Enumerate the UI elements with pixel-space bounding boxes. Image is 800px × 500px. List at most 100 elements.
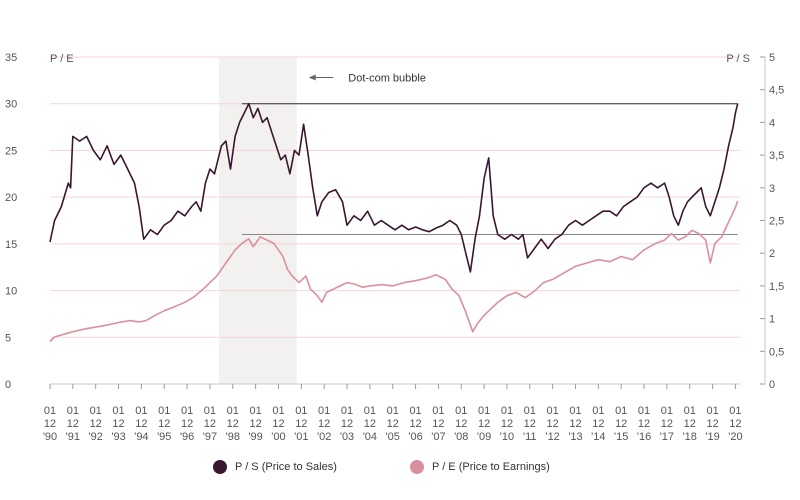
x-tick-label: '07 <box>431 431 445 443</box>
x-tick-label: '99 <box>248 431 262 443</box>
x-tick-label: 01 <box>112 405 124 417</box>
x-tick-label: 12 <box>318 418 330 430</box>
y-right-tick-label: 4,5 <box>769 85 784 97</box>
legend-item-ps: P / S (Price to Sales) <box>213 460 337 474</box>
shaded-period-layer <box>219 57 297 384</box>
series-line-ps <box>49 102 739 273</box>
x-tick-label: '08 <box>454 431 468 443</box>
x-tick-label: '96 <box>180 431 194 443</box>
x-tick-label: '16 <box>637 431 651 443</box>
x-tick-label: '97 <box>203 431 217 443</box>
x-tick-label: '90 <box>43 431 57 443</box>
y-left-tick-label: 5 <box>5 332 11 344</box>
x-tick-label: 12 <box>272 418 284 430</box>
legend-item-pe: P / E (Price to Earnings) <box>410 460 550 474</box>
x-tick-label: 01 <box>706 405 718 417</box>
right-axis-title: P / S <box>726 53 750 65</box>
axes: 0510152025303500,511,522,533,544,550112'… <box>5 52 784 443</box>
x-tick-label: 01 <box>295 405 307 417</box>
x-tick-label: 12 <box>501 418 513 430</box>
x-tick-label: 12 <box>90 418 102 430</box>
x-tick-label: 01 <box>638 405 650 417</box>
x-tick-label: 01 <box>615 405 627 417</box>
x-tick-label: 01 <box>341 405 353 417</box>
x-tick-label: '95 <box>157 431 171 443</box>
x-tick-label: 01 <box>318 405 330 417</box>
y-right-tick-label: 1 <box>769 314 775 326</box>
x-tick-label: 01 <box>364 405 376 417</box>
x-tick-label: '98 <box>226 431 240 443</box>
x-tick-label: 01 <box>684 405 696 417</box>
x-tick-label: 01 <box>729 405 741 417</box>
x-tick-label: 12 <box>592 418 604 430</box>
x-tick-label: 01 <box>181 405 193 417</box>
x-tick-label: '13 <box>568 431 582 443</box>
x-tick-label: '18 <box>683 431 697 443</box>
x-tick-label: '92 <box>89 431 103 443</box>
x-tick-label: '17 <box>660 431 674 443</box>
x-tick-label: 12 <box>67 418 79 430</box>
legend-marker-pe <box>410 460 424 474</box>
annotation-label: Dot-com bubble <box>348 73 426 85</box>
x-tick-label: '20 <box>728 431 742 443</box>
y-right-tick-label: 1,5 <box>769 281 784 293</box>
x-tick-label: 01 <box>387 405 399 417</box>
series-line-pe <box>49 200 739 343</box>
x-tick-label: 12 <box>341 418 353 430</box>
shaded-period <box>219 57 297 384</box>
x-tick-label: 01 <box>455 405 467 417</box>
y-left-tick-label: 35 <box>5 52 17 64</box>
x-tick-label: 12 <box>135 418 147 430</box>
x-tick-label: '91 <box>66 431 80 443</box>
x-tick-label: '06 <box>408 431 422 443</box>
y-left-tick-label: 15 <box>5 239 17 251</box>
chart: 0510152025303500,511,522,533,544,550112'… <box>5 52 784 443</box>
x-tick-label: 12 <box>524 418 536 430</box>
legend-marker-ps <box>213 460 227 474</box>
left-axis-title: P / E <box>50 53 74 65</box>
x-tick-label: 01 <box>272 405 284 417</box>
x-tick-label: 01 <box>135 405 147 417</box>
x-tick-label: 01 <box>592 405 604 417</box>
x-tick-label: '02 <box>317 431 331 443</box>
x-tick-label: 01 <box>432 405 444 417</box>
series-layer <box>49 102 739 343</box>
x-tick-label: 12 <box>432 418 444 430</box>
x-tick-label: 01 <box>250 405 262 417</box>
x-tick-label: '94 <box>134 431 148 443</box>
x-tick-label: 01 <box>409 405 421 417</box>
annotation: Dot-com bubble <box>308 73 426 85</box>
x-tick-label: 01 <box>158 405 170 417</box>
x-tick-label: 01 <box>501 405 513 417</box>
x-tick-label: 12 <box>638 418 650 430</box>
x-tick-label: '14 <box>591 431 605 443</box>
x-tick-label: 12 <box>364 418 376 430</box>
x-tick-label: 01 <box>44 405 56 417</box>
y-left-tick-label: 0 <box>5 379 11 391</box>
x-tick-label: '11 <box>523 431 537 443</box>
x-tick-label: 01 <box>90 405 102 417</box>
x-tick-label: 12 <box>729 418 741 430</box>
x-tick-label: 12 <box>409 418 421 430</box>
x-tick-label: 12 <box>684 418 696 430</box>
x-tick-label: 12 <box>181 418 193 430</box>
x-tick-label: 12 <box>250 418 262 430</box>
x-tick-label: 01 <box>524 405 536 417</box>
x-tick-label: 12 <box>706 418 718 430</box>
y-right-tick-label: 2 <box>769 248 775 260</box>
legend: P / S (Price to Sales) P / E (Price to E… <box>0 460 800 480</box>
x-tick-label: '00 <box>271 431 285 443</box>
x-tick-label: 12 <box>295 418 307 430</box>
y-left-tick-label: 10 <box>5 286 17 298</box>
x-tick-label: '15 <box>614 431 628 443</box>
y-right-tick-label: 2,5 <box>769 216 784 228</box>
legend-label-ps: P / S (Price to Sales) <box>235 461 337 473</box>
x-tick-label: 12 <box>569 418 581 430</box>
x-tick-label: '04 <box>363 431 377 443</box>
y-left-tick-label: 20 <box>5 192 17 204</box>
x-tick-label: 01 <box>204 405 216 417</box>
gridlines <box>50 56 740 385</box>
reference-lines <box>241 103 738 236</box>
y-right-tick-label: 0,5 <box>769 346 784 358</box>
x-tick-label: 01 <box>478 405 490 417</box>
